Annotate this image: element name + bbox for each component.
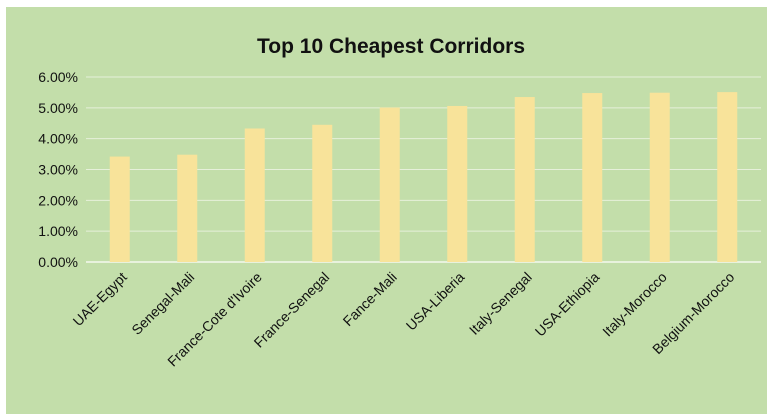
bar: [514, 97, 535, 263]
y-tick-label: 2.00%: [38, 192, 78, 208]
x-category-label: USA-Ethiopia: [532, 269, 603, 340]
bar: [109, 156, 130, 262]
bar: [447, 105, 468, 262]
x-category-label: UAE-Egypt: [70, 269, 130, 329]
x-category-label: Senegal-Mali: [128, 269, 197, 338]
y-tick-label: 5.00%: [38, 100, 78, 116]
y-axis-ticks: 0.00% 1.00% 2.00% 3.00% 4.00% 5.00% 6.00%: [38, 69, 78, 270]
bar: [582, 93, 603, 263]
y-tick-label: 1.00%: [38, 223, 78, 239]
bar-chart: 0.00% 1.00% 2.00% 3.00% 4.00% 5.00% 6.00% UAE-…: [38, 35, 761, 370]
bar: [244, 128, 265, 262]
chart-frame: 0.00% 1.00% 2.00% 3.00% 4.00% 5.00% 6.00% UAE-…: [6, 7, 767, 414]
x-category-label: Italy-Senegal: [466, 269, 535, 338]
bar: [177, 154, 198, 262]
x-category-label: USA-Liberia: [403, 269, 468, 334]
grid-lines: [86, 76, 761, 263]
bar: [379, 107, 400, 263]
x-category-label: Italy-Morocco: [599, 269, 670, 340]
bars: [109, 92, 738, 263]
y-tick-label: 6.00%: [38, 69, 78, 85]
bar: [717, 92, 738, 262]
y-tick-label: 4.00%: [38, 131, 78, 147]
chart-title: Top 10 Cheapest Corridors: [257, 35, 525, 58]
y-tick-label: 3.00%: [38, 162, 78, 178]
bar: [649, 92, 670, 262]
y-tick-label: 0.00%: [38, 254, 78, 270]
x-category-label: Fance-Mali: [340, 269, 400, 329]
bar: [312, 124, 333, 263]
